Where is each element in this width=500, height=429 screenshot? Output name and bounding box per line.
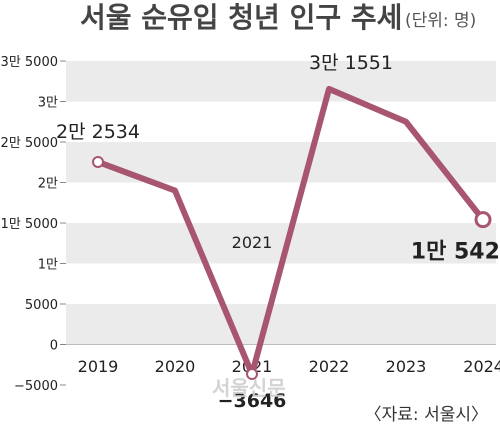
x-tick-label: 2024년	[463, 357, 500, 376]
y-tick-label: 3만 5000	[1, 55, 58, 70]
data-label: 3만 1551	[309, 52, 393, 74]
data-point	[92, 155, 104, 168]
source-note: 〈자료: 서울시〉	[365, 405, 488, 425]
watermark: 서울신문	[212, 376, 286, 400]
x-tick-label: 2023	[386, 357, 427, 376]
data-label: 1만 5420	[411, 240, 500, 265]
data-point	[474, 211, 492, 229]
y-tick-label: 1만 5000	[1, 217, 58, 232]
y-tick-label: 3만	[38, 96, 58, 111]
data-label: −3646	[218, 390, 287, 412]
y-tick-label: 5000	[25, 298, 58, 313]
unit-note: (단위: 명)	[405, 11, 476, 31]
series-line	[95, 85, 486, 378]
y-axis-ticks: 3만 5000 3만 2만 5000 2만 1만 5000 1만 5000 0 −5000	[1, 55, 66, 394]
y-tick-label: 1만	[38, 258, 58, 273]
y-tick-label: 2만 5000	[1, 136, 58, 151]
y-tick-label: 2만	[38, 177, 58, 192]
data-point	[246, 368, 258, 381]
x-tick-label: 2020	[155, 357, 196, 376]
grid-band	[66, 304, 496, 345]
x-axis-ticks: 201920202021202220232024년	[78, 357, 500, 376]
dip-year-label: 2021	[232, 233, 273, 252]
x-tick-label: 2019	[78, 357, 119, 376]
data-label: 2만 2534	[56, 121, 140, 143]
grid-bands	[66, 61, 496, 345]
grid-band	[66, 61, 496, 102]
y-tick-label: 0	[50, 339, 58, 354]
data-labels: 2021 2만 2534 −3646 3만 1551 1만 5420	[56, 52, 500, 412]
x-tick-label: 2022	[309, 357, 350, 376]
series-line-group	[92, 85, 492, 381]
y-tick-label: −5000	[14, 379, 58, 394]
chart-title: 서울 순유입 청년 인구 추세	[80, 1, 402, 34]
